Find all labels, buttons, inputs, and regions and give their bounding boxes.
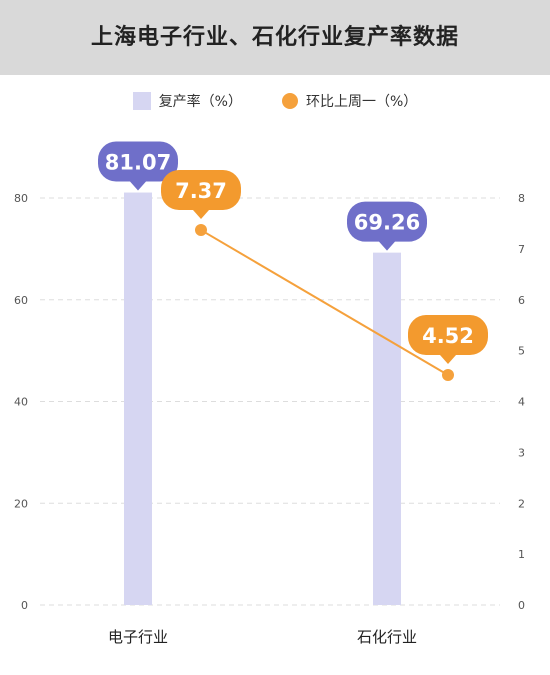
line-value-bubble — [161, 170, 241, 220]
y-left-tick-label: 60 — [14, 294, 28, 307]
x-category-label: 电子行业 — [108, 628, 168, 646]
bar — [373, 252, 401, 605]
y-right-tick-label: 4 — [518, 396, 525, 409]
legend-line-label: 环比上周一（%） — [306, 94, 418, 110]
y-right-tick-label: 1 — [518, 548, 525, 561]
y-left-tick-label: 20 — [14, 497, 28, 510]
line-series — [200, 229, 449, 376]
legend-bar-label: 复产率（%） — [158, 94, 242, 110]
bar-value-bubble — [98, 141, 178, 191]
legend-item-line: 环比上周一（%） — [282, 91, 417, 111]
legend-bar-swatch — [132, 92, 151, 110]
y-right-tick-label: 6 — [518, 294, 525, 307]
line-point — [442, 369, 454, 382]
y-right-tick-label: 3 — [518, 446, 525, 459]
bar-value-label: 69.26 — [354, 211, 420, 235]
y-left-tick-label: 40 — [14, 396, 28, 409]
chart-legend: 复产率（%） 环比上周一（%） — [0, 88, 550, 114]
legend-item-bar: 复产率（%） — [132, 91, 242, 111]
legend-line-swatch — [282, 93, 298, 109]
chart-title: 上海电子行业、石化行业复产率数据 — [90, 25, 459, 50]
line-point — [195, 224, 207, 237]
y-right-tick-label: 0 — [518, 599, 525, 612]
y-right-tick-label: 8 — [518, 192, 525, 205]
y-left-tick-label: 80 — [14, 192, 28, 205]
y-right-tick-label: 5 — [518, 345, 525, 358]
line-value-label: 4.52 — [422, 324, 474, 348]
x-category-label: 石化行业 — [357, 628, 417, 646]
line-value-bubble — [408, 315, 488, 365]
bar-value-bubble — [347, 201, 427, 251]
y-right-tick-label: 2 — [518, 497, 525, 510]
bar — [124, 192, 152, 605]
chart-header: 上海电子行业、石化行业复产率数据 — [0, 0, 550, 75]
bar-value-label: 81.07 — [105, 151, 171, 175]
y-right-tick-label: 7 — [518, 243, 525, 256]
y-left-tick-label: 0 — [21, 599, 28, 612]
line-value-label: 7.37 — [175, 179, 227, 203]
